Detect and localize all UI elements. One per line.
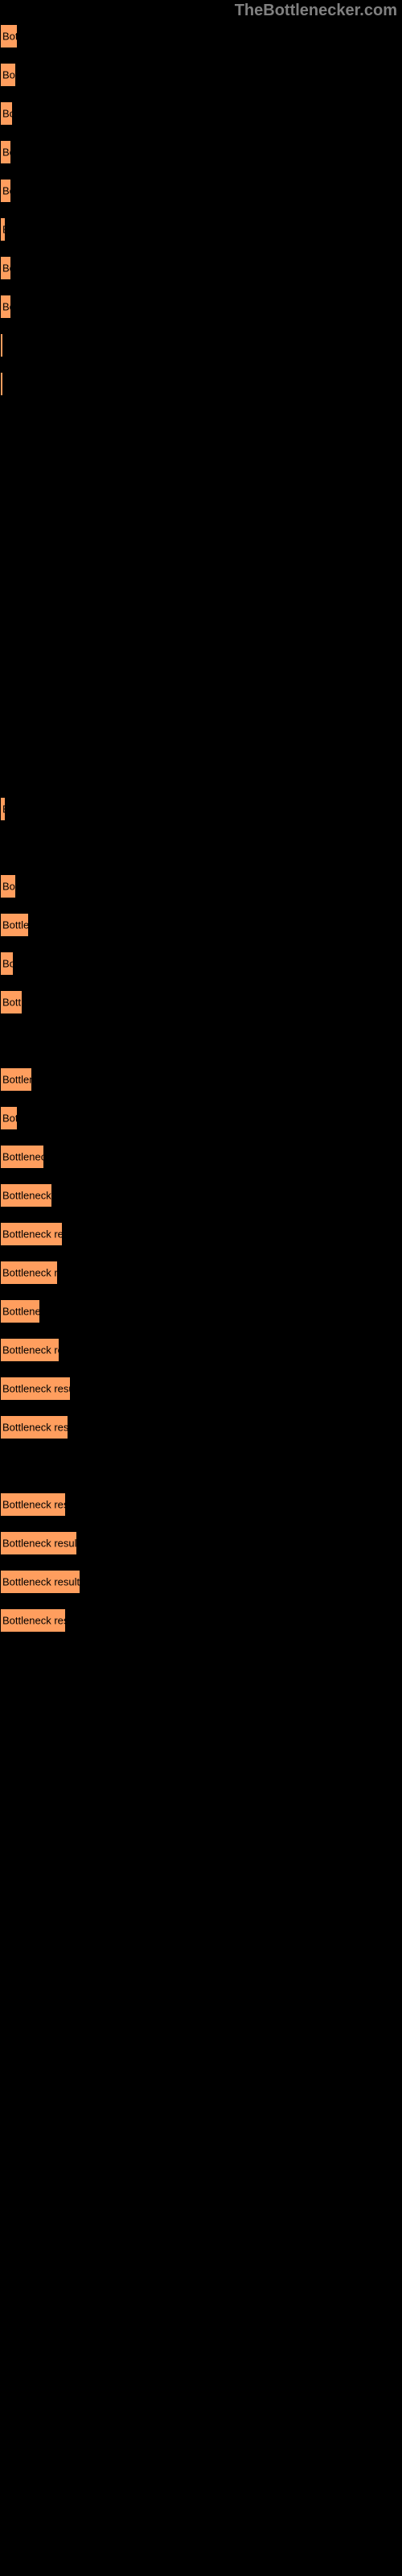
- bar-label: Bottleneck result: [2, 1615, 66, 1627]
- bar-label: Bottleneck result: [2, 1538, 77, 1550]
- bar: Bottleneck result: [0, 1377, 71, 1401]
- bar-label: Bottleneck result: [2, 1074, 32, 1086]
- bar-label: Bottleneck result: [2, 1422, 68, 1434]
- bar-label: Bottleneck result: [2, 378, 3, 390]
- bar-label: Bottleneck result: [2, 803, 6, 815]
- bar: Bottleneck result: [0, 101, 13, 126]
- bar: Bottleneck result: [0, 179, 11, 203]
- bar: Bottleneck result: [0, 1531, 77, 1555]
- bar-label: Bottleneck result: [2, 1499, 66, 1511]
- bar: Bottleneck result: [0, 63, 16, 87]
- bar-label: Bottleneck result: [2, 108, 13, 120]
- bar-label: Bottleneck result: [2, 1576, 80, 1588]
- bar: Bottleneck result: [0, 140, 11, 164]
- bar: Bottleneck result: [0, 1145, 44, 1169]
- bar: Bottleneck result: [0, 256, 11, 280]
- bar: Bottleneck result: [0, 333, 3, 357]
- bar: Bottleneck result: [0, 1299, 40, 1323]
- bar-label: Bottleneck result: [2, 262, 11, 275]
- bar-label: Bottleneck result: [2, 147, 11, 159]
- bar-label: Bottleneck result: [2, 1267, 58, 1279]
- bar-label: Bottleneck result: [2, 301, 11, 313]
- bar: Bottleneck result: [0, 1415, 68, 1439]
- bar-label: Bottleneck result: [2, 1306, 40, 1318]
- bar: Bottleneck result: [0, 1067, 32, 1092]
- bar: Bottleneck result: [0, 874, 16, 898]
- bar: Bottleneck result: [0, 1338, 59, 1362]
- watermark-text: TheBottlenecker.com: [235, 2, 397, 20]
- bar-label: Bottleneck result: [2, 1228, 63, 1241]
- bar-label: Bottleneck result: [2, 919, 29, 931]
- bar: Bottleneck result: [0, 217, 6, 242]
- bar: Bottleneck result: [0, 1608, 66, 1633]
- bar: Bottleneck result: [0, 295, 11, 319]
- bar-label: Bottleneck result: [2, 1151, 44, 1163]
- bar-label: Bottleneck result: [2, 1190, 52, 1202]
- bar-label: Bottleneck result: [2, 69, 16, 81]
- bar: Bottleneck result: [0, 913, 29, 937]
- chart-container: TheBottlenecker.com Bottleneck result Bot…: [0, 0, 402, 2576]
- bar: Bottleneck result: [0, 990, 23, 1014]
- bar: Bottleneck result: [0, 1106, 18, 1130]
- bar-label: Bottleneck result: [2, 1113, 18, 1125]
- bar: Bottleneck result: [0, 1492, 66, 1517]
- bar: Bottleneck result: [0, 1261, 58, 1285]
- bar-label: Bottleneck result: [2, 1344, 59, 1356]
- bar-label: Bottleneck result: [2, 185, 11, 197]
- bar-label: Bottleneck result: [2, 997, 23, 1009]
- bar: Bottleneck result: [0, 372, 3, 396]
- bar: Bottleneck result: [0, 24, 18, 48]
- bar-label: Bottleneck result: [2, 224, 6, 236]
- bar: Bottleneck result: [0, 797, 6, 821]
- bar-label: Bottleneck result: [2, 958, 14, 970]
- bar-label: Bottleneck result: [2, 340, 3, 352]
- bar: Bottleneck result: [0, 1222, 63, 1246]
- bar: Bottleneck result: [0, 952, 14, 976]
- bar-label: Bottleneck result: [2, 881, 16, 893]
- bar: Bottleneck result: [0, 1570, 80, 1594]
- bar-label: Bottleneck result: [2, 31, 18, 43]
- bar: Bottleneck result: [0, 1183, 52, 1208]
- bar-label: Bottleneck result: [2, 1383, 71, 1395]
